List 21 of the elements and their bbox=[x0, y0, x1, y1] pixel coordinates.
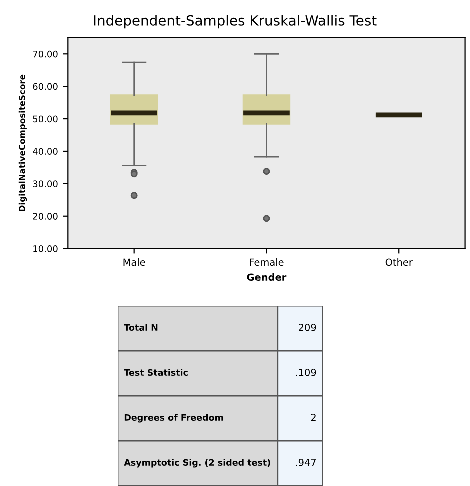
x-axis-title: Gender bbox=[247, 274, 287, 282]
y-tick-label: 60.00 bbox=[33, 83, 58, 90]
x-tick-label: Other bbox=[386, 258, 413, 266]
text: 209 bbox=[299, 324, 316, 332]
text: Total N bbox=[124, 324, 158, 332]
y-tick-label: 70.00 bbox=[33, 50, 58, 58]
y-axis-title: DigitalNativeCompositeScore bbox=[18, 74, 28, 212]
x-tick-label: Male bbox=[124, 258, 146, 266]
y-tick-label: 50.00 bbox=[33, 116, 58, 123]
text: Asymptotic Sig. (2 sided test) bbox=[124, 459, 270, 468]
text: Test Statistic bbox=[124, 369, 188, 376]
x-tick-label: Female bbox=[250, 258, 284, 266]
y-tick-label: 30.00 bbox=[33, 180, 58, 188]
text: 2 bbox=[311, 414, 316, 422]
text: Degrees of Freedom bbox=[124, 414, 224, 423]
text: .947 bbox=[296, 458, 316, 466]
y-tick-label: 20.00 bbox=[33, 213, 58, 220]
text: .109 bbox=[296, 368, 316, 376]
y-tick-label: 40.00 bbox=[33, 148, 58, 156]
y-tick-label: 10.00 bbox=[34, 246, 58, 252]
chart-title: Independent-Samples Kruskal-Wallis Test bbox=[94, 15, 377, 29]
